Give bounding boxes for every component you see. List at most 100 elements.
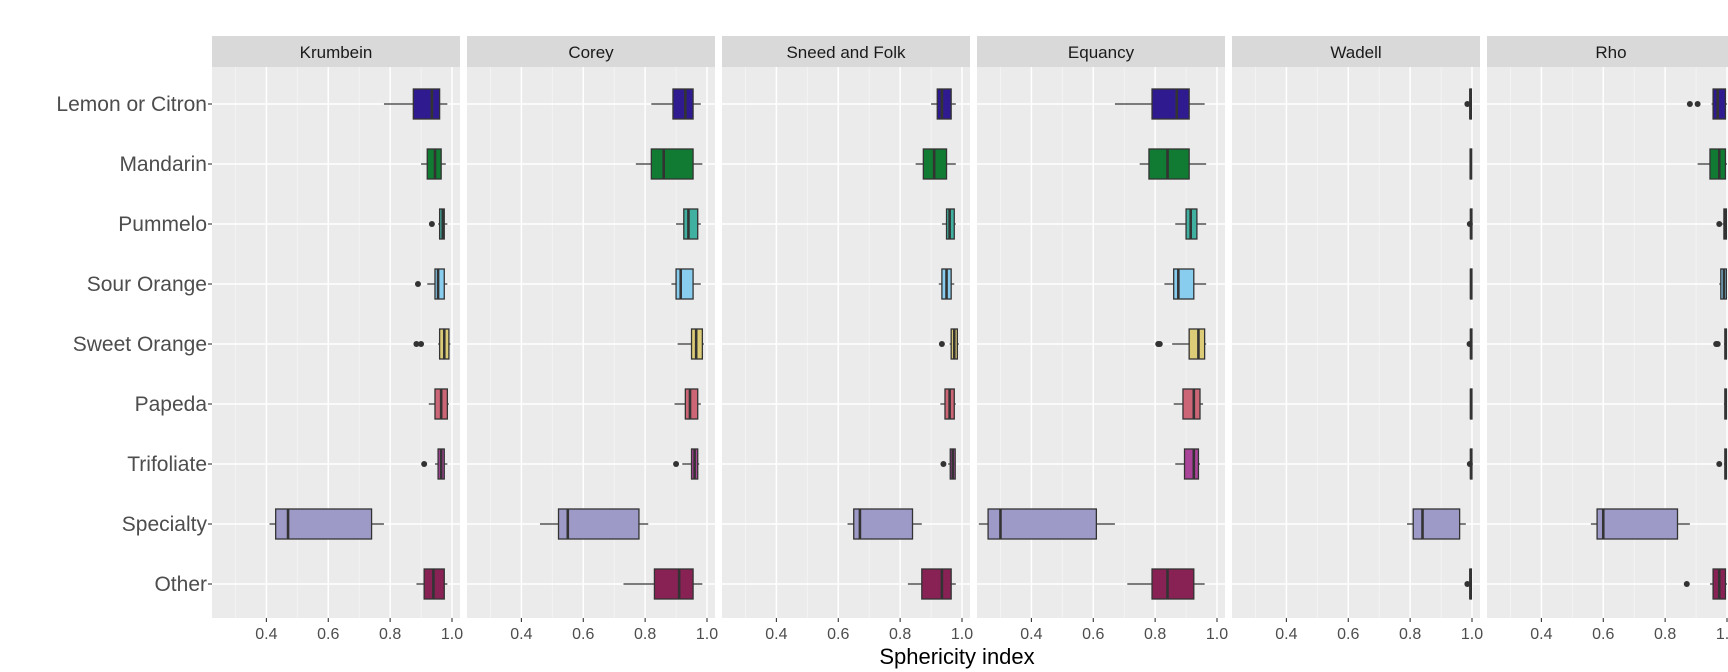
box-rho-sour-orange	[1719, 268, 1728, 300]
box-iqr	[683, 208, 699, 240]
box-equancy-mandarin	[1139, 148, 1207, 180]
box-iqr	[653, 568, 694, 600]
x-tick-label: 0.4	[255, 626, 277, 643]
x-tick-label: 1.0	[1206, 626, 1228, 643]
box-rho-mandarin	[1697, 148, 1727, 180]
outlier-point	[1156, 341, 1163, 347]
box-krumbein-lemon-or-citron	[383, 88, 448, 120]
box-iqr	[1151, 88, 1190, 120]
x-tick-label: 1.0	[441, 626, 463, 643]
box-sneed-and-folk-trifoliate	[940, 448, 956, 480]
box-krumbein-sweet-orange	[413, 328, 451, 360]
x-tick-label: 0.4	[510, 626, 532, 643]
outlier-point	[1716, 221, 1723, 227]
x-tick-label: 0.6	[1082, 626, 1104, 643]
panel-corey: Corey 0.4 0.6 0.8 1.0	[467, 36, 718, 643]
box-iqr	[412, 88, 441, 120]
x-tick-label: 0.6	[1337, 626, 1359, 643]
box-equancy-other	[1127, 568, 1205, 600]
box-corey-other	[623, 568, 703, 600]
box-corey-papeda	[674, 388, 701, 420]
outlier-point	[1464, 101, 1471, 107]
x-tick-label: 0.6	[1592, 626, 1614, 643]
box-iqr	[853, 508, 914, 540]
outlier-point	[1686, 101, 1693, 107]
panel-sneed-and-folk: Sneed and Folk 0.4 0.6 0.8 1.0	[722, 36, 973, 643]
facet-label-krumbein: Krumbein	[300, 43, 373, 62]
box-corey-lemon-or-citron	[651, 88, 701, 120]
x-tick-label: 0.8	[634, 626, 656, 643]
outlier-point	[938, 341, 945, 347]
box-iqr	[557, 508, 640, 540]
panel-rho: Rho 0.4 0.6 0.8 1.0	[1487, 36, 1728, 643]
box-iqr	[1188, 328, 1206, 360]
facet-strip-sneed-and-folk	[722, 36, 970, 67]
box-iqr	[684, 388, 699, 420]
box-iqr	[1709, 148, 1727, 180]
x-tick-label: 0.6	[317, 626, 339, 643]
x-tick-label: 0.8	[1144, 626, 1166, 643]
box-iqr	[1596, 508, 1679, 540]
box-equancy-pummelo	[1175, 208, 1207, 240]
box-rho-other	[1683, 568, 1727, 600]
outlier-point	[413, 341, 420, 347]
box-sneed-and-folk-sweet-orange	[938, 328, 959, 360]
x-tick-label: 0.4	[1530, 626, 1552, 643]
box-wadell-sour-orange	[1469, 268, 1473, 300]
box-wadell-mandarin	[1469, 148, 1473, 180]
box-iqr	[1183, 448, 1200, 480]
box-equancy-papeda	[1173, 388, 1204, 420]
box-iqr	[672, 88, 694, 120]
box-iqr	[1182, 388, 1201, 420]
x-tick-label: 0.4	[765, 626, 787, 643]
x-tick-label: 1.0	[951, 626, 973, 643]
box-iqr	[1173, 268, 1195, 300]
box-sneed-and-folk-mandarin	[915, 148, 956, 180]
box-krumbein-specialty	[269, 508, 384, 540]
box-equancy-sour-orange	[1164, 268, 1207, 300]
facet-label-rho: Rho	[1595, 43, 1626, 62]
box-iqr	[675, 268, 694, 300]
box-iqr	[434, 268, 445, 300]
facet-label-wadell: Wadell	[1330, 43, 1381, 62]
x-tick-label: 1.0	[1716, 626, 1728, 643]
y-tick-label-sweet-orange: Sweet Orange	[73, 333, 207, 356]
box-wadell-papeda	[1469, 388, 1473, 420]
box-wadell-lemon-or-citron	[1464, 88, 1473, 120]
box-corey-sweet-orange	[677, 328, 704, 360]
outlier-point	[1716, 461, 1723, 467]
facet-strip-krumbein	[212, 36, 460, 67]
plot-layer: Lemon or Citron Mandarin Pummelo Sour Orang…	[56, 36, 1728, 643]
outlier-point	[418, 341, 425, 347]
box-krumbein-trifoliate	[421, 448, 448, 480]
y-tick-label-sour-orange: Sour Orange	[87, 273, 207, 296]
box-corey-specialty	[539, 508, 649, 540]
box-sneed-and-folk-other	[907, 568, 956, 600]
box-iqr	[275, 508, 373, 540]
box-wadell-pummelo	[1466, 208, 1473, 240]
box-corey-pummelo	[676, 208, 701, 240]
y-tick-label-pummelo: Pummelo	[118, 213, 207, 236]
box-wadell-other	[1464, 568, 1473, 600]
box-corey-sour-orange	[671, 268, 701, 300]
box-iqr	[1412, 508, 1461, 540]
outlier-point	[1466, 461, 1473, 467]
box-iqr	[936, 88, 952, 120]
x-axis-label: Sphericity index	[879, 644, 1034, 669]
box-equancy-specialty	[978, 508, 1115, 540]
y-tick-label-other: Other	[154, 573, 207, 596]
box-iqr	[1148, 148, 1190, 180]
box-sneed-and-folk-lemon-or-citron	[931, 88, 956, 120]
facet-label-equancy: Equancy	[1068, 43, 1135, 62]
y-tick-label-mandarin: Mandarin	[119, 153, 207, 176]
box-rho-papeda	[1723, 388, 1728, 420]
box-rho-pummelo	[1716, 208, 1728, 240]
facet-label-sneed-and-folk: Sneed and Folk	[786, 43, 906, 62]
facet-strip-rho	[1487, 36, 1728, 67]
y-tick-label-trifoliate: Trifoliate	[127, 453, 207, 476]
facet-strip-wadell	[1232, 36, 1480, 67]
box-rho-specialty	[1590, 508, 1690, 540]
box-iqr	[1712, 88, 1727, 120]
